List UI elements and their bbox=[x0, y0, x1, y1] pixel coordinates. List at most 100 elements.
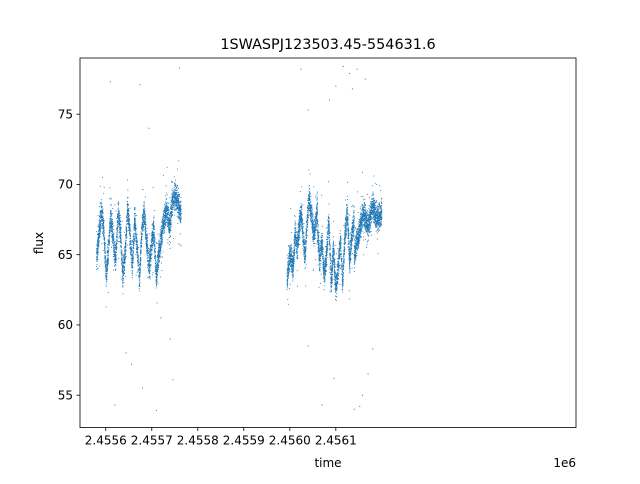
data-point bbox=[169, 222, 171, 223]
data-point bbox=[104, 264, 106, 265]
data-point bbox=[161, 230, 163, 232]
data-point bbox=[155, 283, 157, 284]
data-point bbox=[311, 231, 313, 233]
data-point bbox=[101, 223, 102, 225]
data-point bbox=[162, 227, 164, 229]
data-point bbox=[122, 271, 124, 273]
data-point bbox=[126, 217, 128, 218]
data-point bbox=[107, 241, 109, 243]
data-point bbox=[161, 237, 163, 239]
data-point bbox=[98, 236, 100, 238]
data-point bbox=[292, 270, 293, 272]
data-point bbox=[169, 223, 171, 225]
data-point bbox=[168, 203, 170, 205]
data-point bbox=[103, 186, 105, 188]
data-point bbox=[307, 225, 309, 227]
data-point bbox=[180, 216, 182, 218]
data-point bbox=[112, 236, 114, 237]
data-point bbox=[295, 223, 297, 225]
data-point bbox=[175, 194, 177, 196]
data-point bbox=[99, 218, 100, 220]
data-point bbox=[106, 258, 108, 260]
data-point bbox=[119, 236, 121, 238]
data-point bbox=[142, 189, 144, 190]
data-point bbox=[299, 212, 301, 214]
data-point bbox=[108, 248, 110, 250]
data-point bbox=[96, 249, 98, 251]
data-point bbox=[106, 266, 108, 268]
data-point bbox=[289, 259, 291, 261]
data-point bbox=[137, 262, 139, 264]
data-point bbox=[105, 269, 107, 271]
data-point bbox=[292, 256, 294, 258]
data-point bbox=[101, 227, 103, 229]
data-point bbox=[117, 217, 119, 219]
data-point bbox=[287, 264, 289, 266]
data-point bbox=[98, 235, 100, 237]
data-point bbox=[131, 274, 133, 276]
data-point bbox=[153, 242, 154, 244]
data-point bbox=[136, 215, 138, 216]
data-point bbox=[118, 220, 120, 222]
data-point bbox=[140, 256, 142, 258]
data-point bbox=[163, 229, 165, 230]
data-point bbox=[103, 236, 105, 238]
data-point bbox=[154, 239, 156, 241]
data-point bbox=[147, 255, 149, 256]
data-point bbox=[175, 201, 177, 203]
data-point bbox=[175, 179, 177, 181]
data-point bbox=[150, 254, 152, 256]
data-point bbox=[303, 232, 305, 234]
data-point bbox=[120, 234, 122, 235]
data-point bbox=[155, 276, 157, 278]
data-point bbox=[97, 248, 99, 250]
data-point bbox=[173, 191, 175, 193]
data-point bbox=[130, 246, 132, 248]
data-point bbox=[103, 220, 105, 222]
data-point bbox=[180, 213, 182, 215]
data-point bbox=[167, 209, 169, 211]
data-point bbox=[293, 269, 294, 271]
data-point bbox=[99, 227, 101, 229]
data-point bbox=[308, 195, 310, 197]
data-point bbox=[114, 254, 116, 256]
data-point bbox=[153, 215, 155, 217]
data-point bbox=[117, 221, 119, 223]
data-point bbox=[123, 256, 125, 258]
data-point bbox=[179, 209, 181, 211]
data-point bbox=[112, 233, 114, 235]
data-point bbox=[140, 265, 141, 267]
data-point bbox=[133, 228, 135, 230]
data-point bbox=[305, 229, 307, 230]
data-point bbox=[142, 228, 144, 229]
data-point bbox=[114, 260, 116, 262]
data-point bbox=[122, 259, 124, 261]
data-point bbox=[149, 265, 151, 267]
data-point bbox=[295, 248, 297, 250]
data-point bbox=[115, 252, 117, 254]
data-point bbox=[300, 212, 302, 213]
data-point bbox=[293, 235, 295, 237]
data-point bbox=[298, 230, 300, 232]
data-point bbox=[106, 271, 108, 273]
data-point bbox=[103, 229, 105, 231]
data-point bbox=[157, 271, 159, 273]
data-point bbox=[316, 208, 318, 210]
data-point bbox=[288, 246, 290, 248]
data-point bbox=[144, 220, 146, 222]
data-point bbox=[131, 262, 133, 263]
data-point bbox=[140, 233, 142, 234]
data-point bbox=[159, 255, 161, 257]
data-point bbox=[159, 254, 161, 256]
data-point bbox=[108, 234, 110, 236]
data-point bbox=[174, 183, 176, 184]
data-point bbox=[179, 212, 180, 213]
data-point bbox=[157, 275, 158, 277]
data-point bbox=[109, 226, 111, 228]
data-point bbox=[144, 221, 146, 223]
data-point bbox=[180, 209, 181, 211]
data-point bbox=[101, 202, 103, 204]
data-point bbox=[108, 236, 110, 238]
data-point bbox=[122, 278, 124, 280]
